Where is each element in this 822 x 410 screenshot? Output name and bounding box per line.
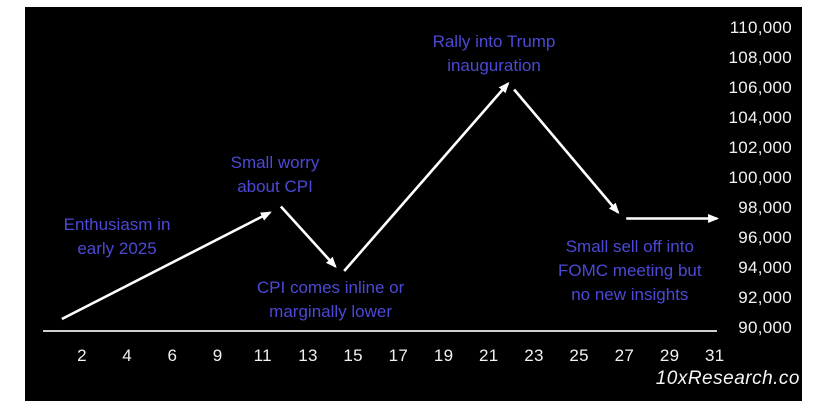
x-tick-label: 21: [479, 346, 499, 365]
x-tick-label: 25: [569, 346, 589, 365]
x-tick-label: 31: [705, 346, 725, 365]
annotation-line: CPI comes inline or: [256, 278, 405, 298]
y-tick-label: 100,000: [728, 168, 792, 187]
x-tick-label: 9: [212, 346, 223, 365]
y-tick-label: 110,000: [729, 18, 792, 37]
x-tick-label: 6: [167, 346, 178, 365]
y-tick-label: 108,000: [728, 48, 792, 67]
y-tick-label: 96,000: [738, 228, 792, 247]
y-tick-label: 106,000: [728, 78, 792, 97]
x-tick-label: 23: [524, 346, 544, 365]
chart-canvas: [25, 7, 802, 401]
x-tick-label: 27: [614, 346, 635, 365]
annotation-sell-off-fomc: Small sell off into FOMC meeting but no ne…: [558, 235, 702, 307]
watermark-brand: 10xResearch.co: [655, 368, 800, 389]
annotation-line: Rally into Trump: [432, 31, 556, 51]
annotation-line: no new insights: [571, 285, 689, 304]
annotation-line: Enthusiasm in: [63, 215, 171, 235]
annotation-line: Small worry: [230, 153, 320, 172]
annotation-line: FOMC meeting but: [558, 261, 702, 280]
y-tick-label: 94,000: [738, 258, 792, 277]
x-tick-label: 2: [77, 346, 87, 365]
x-tick-label: 11: [253, 346, 272, 365]
x-tick-label: 19: [433, 346, 454, 365]
annotation-line: inauguration: [447, 55, 541, 75]
y-tick-label: 92,000: [738, 288, 792, 307]
annotation-line: marginally lower: [269, 302, 393, 322]
annotation-cpi-inline-lower: CPI comes inline or marginally lower: [257, 276, 404, 324]
y-tick-label: 90,000: [738, 318, 792, 337]
x-tick-label: 29: [659, 346, 680, 365]
x-tick-label: 13: [298, 346, 318, 365]
annotation-line: Small sell off into: [565, 237, 694, 256]
x-tick-label: 4: [122, 346, 133, 365]
x-tick-label: 15: [343, 346, 363, 365]
annotation-rally-trump-inauguration: Rally into Trump inauguration: [433, 30, 556, 78]
y-tick-label: 102,000: [728, 138, 792, 157]
x-tick-label: 17: [388, 346, 409, 365]
y-tick-label: 104,000: [728, 108, 792, 127]
annotation-small-worry-cpi: Small worry about CPI: [231, 151, 320, 199]
y-tick-label: 98,000: [738, 198, 792, 217]
annotation-enthusiasm-early-2025: Enthusiasm in early 2025: [64, 213, 171, 261]
annotation-line: about CPI: [237, 177, 313, 196]
annotation-line: early 2025: [77, 239, 157, 259]
